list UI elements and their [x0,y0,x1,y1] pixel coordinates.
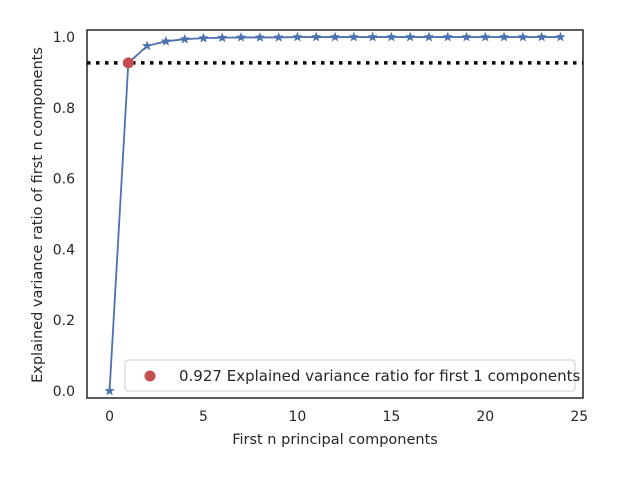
y-tick-label: 0.2 [53,313,75,329]
x-tick-label: 10 [289,409,307,425]
data-point-star [104,385,115,396]
data-point-star [179,33,190,44]
data-point-star [442,31,453,42]
y-tick-label: 0.0 [53,384,75,400]
x-axis-title: First n principal components [232,432,438,448]
plot-area [86,29,584,399]
data-point-star [404,31,416,42]
data-point-star [498,31,510,42]
data-point-star [329,31,341,42]
highlight-point [122,57,134,69]
data-point-star [386,31,397,42]
data-point-star [367,31,378,42]
x-tick-label: 0 [105,409,114,425]
x-tick-label: 25 [570,409,588,425]
data-point-star [517,31,529,42]
axis-ticks: 0 5 10 15 20 25 0.0 0.2 0.4 0.6 0.8 1.0 [53,30,588,425]
legend-frame [124,359,576,392]
y-tick-label: 0.6 [53,172,75,188]
y-tick-label: 1.0 [53,30,75,46]
data-point-star [217,32,228,43]
x-tick-label: 15 [382,409,400,425]
legend: 0.927 Explained variance ratio for first… [124,359,580,392]
y-axis-title: Explained variance ratio of first n comp… [30,47,46,383]
data-point-star [235,31,247,42]
data-point-star [273,31,284,42]
data-point-star [160,35,172,46]
y-tick-label: 0.4 [53,242,75,258]
x-tick-label: 20 [476,409,494,425]
data-point-star [480,31,491,42]
data-point-star [461,31,472,42]
data-point-star [198,32,209,43]
data-point-star [292,31,303,42]
legend-label: 0.927 Explained variance ratio for first… [179,367,580,385]
data-point-star [310,31,322,42]
y-tick-label: 0.8 [53,101,75,117]
data-point-star [536,31,547,42]
legend-marker [144,370,156,382]
data-point-star [423,31,435,42]
data-point-star [141,40,153,51]
axes-frame [86,29,584,399]
data-point-star [555,31,566,42]
data-point-star [348,31,360,42]
data-point-star [254,31,266,42]
x-tick-label: 5 [199,409,208,425]
